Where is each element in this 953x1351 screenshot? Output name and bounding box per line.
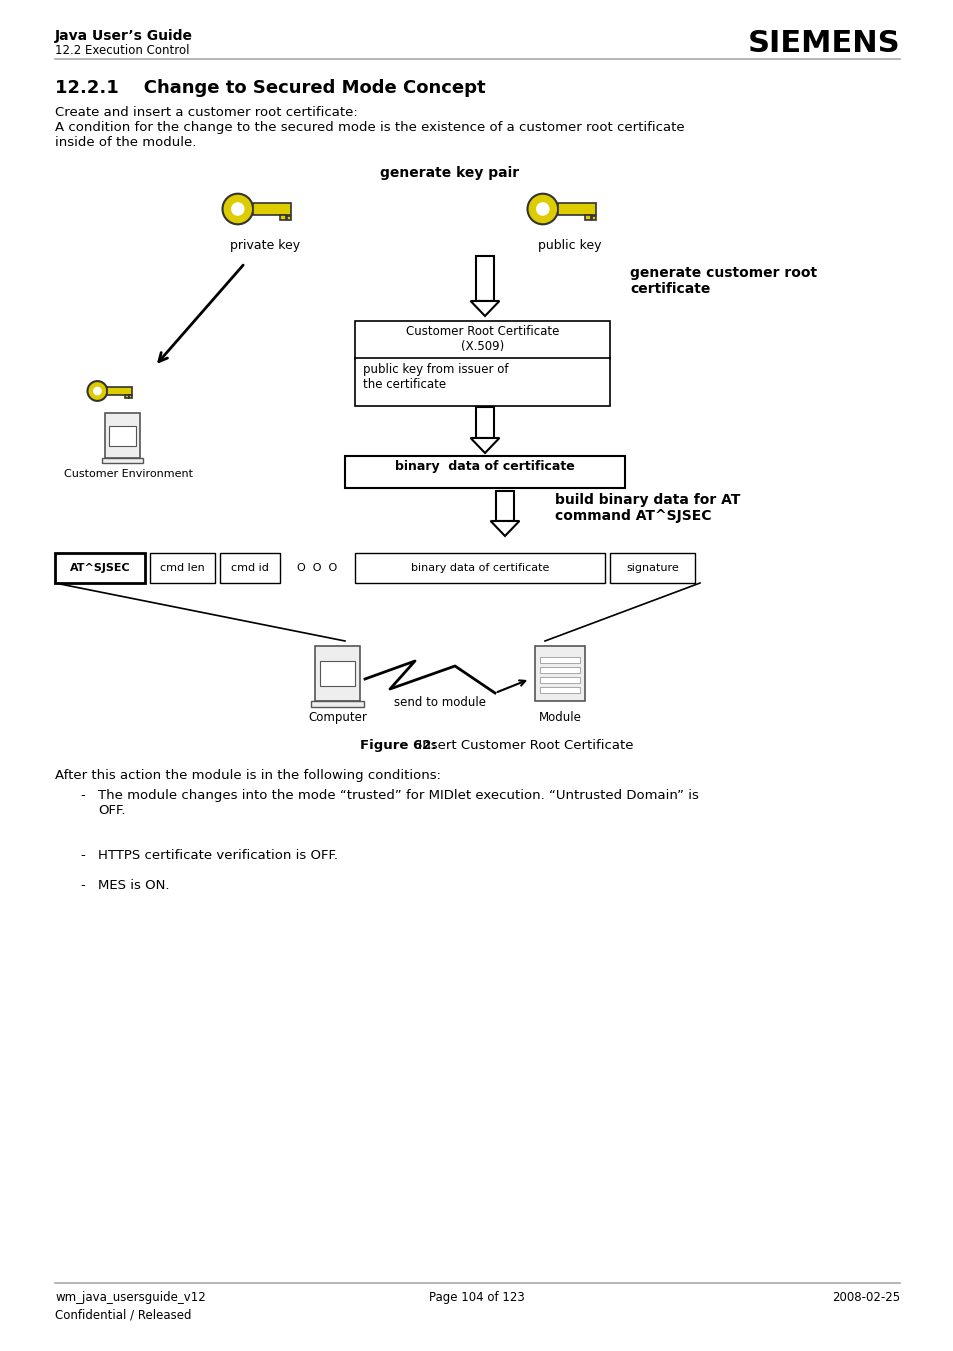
FancyBboxPatch shape <box>609 553 695 584</box>
Text: Customer Environment: Customer Environment <box>64 469 193 480</box>
Text: 12.2.1    Change to Secured Mode Concept: 12.2.1 Change to Secured Mode Concept <box>55 78 485 97</box>
FancyBboxPatch shape <box>476 255 494 301</box>
Text: Java User’s Guide: Java User’s Guide <box>55 28 193 43</box>
FancyBboxPatch shape <box>319 661 355 686</box>
Text: Customer Root Certificate
(X.509): Customer Root Certificate (X.509) <box>405 326 558 353</box>
Circle shape <box>92 386 102 396</box>
FancyBboxPatch shape <box>130 396 132 399</box>
FancyBboxPatch shape <box>220 553 280 584</box>
Text: AT^SJSEC: AT^SJSEC <box>70 563 131 573</box>
FancyBboxPatch shape <box>558 204 596 215</box>
Circle shape <box>536 203 549 216</box>
Circle shape <box>88 381 107 401</box>
Text: 12.2 Execution Control: 12.2 Execution Control <box>55 45 190 57</box>
Text: MES is ON.: MES is ON. <box>98 880 170 892</box>
FancyBboxPatch shape <box>585 215 591 220</box>
Polygon shape <box>490 521 518 536</box>
Text: public key from issuer of
the certificate: public key from issuer of the certificat… <box>363 363 508 390</box>
Text: Computer: Computer <box>308 711 367 724</box>
FancyBboxPatch shape <box>539 657 579 663</box>
FancyBboxPatch shape <box>355 322 609 359</box>
Text: signature: signature <box>625 563 679 573</box>
FancyBboxPatch shape <box>496 490 514 521</box>
FancyBboxPatch shape <box>287 216 291 220</box>
Text: Page 104 of 123: Page 104 of 123 <box>429 1292 524 1304</box>
FancyBboxPatch shape <box>55 553 145 584</box>
FancyBboxPatch shape <box>253 204 291 215</box>
Text: build binary data for AT
command AT^SJSEC: build binary data for AT command AT^SJSE… <box>555 493 740 523</box>
FancyBboxPatch shape <box>539 667 579 673</box>
Text: private key: private key <box>230 239 300 253</box>
Text: generate customer root
certificate: generate customer root certificate <box>629 266 817 296</box>
FancyBboxPatch shape <box>105 413 140 458</box>
FancyBboxPatch shape <box>355 358 609 407</box>
FancyBboxPatch shape <box>280 215 286 220</box>
Text: Confidential / Released: Confidential / Released <box>55 1309 192 1323</box>
Text: 2008-02-25: 2008-02-25 <box>831 1292 899 1304</box>
FancyBboxPatch shape <box>592 216 596 220</box>
Text: A condition for the change to the secured mode is the existence of a customer ro: A condition for the change to the secure… <box>55 122 684 149</box>
FancyBboxPatch shape <box>311 701 364 707</box>
Text: The module changes into the mode “trusted” for MIDlet execution. “Untrusted Doma: The module changes into the mode “truste… <box>98 789 699 817</box>
Text: O  O  O: O O O <box>297 563 337 573</box>
Text: send to module: send to module <box>394 696 485 709</box>
Text: SIEMENS: SIEMENS <box>746 28 899 58</box>
FancyBboxPatch shape <box>150 553 214 584</box>
Text: Insert Customer Root Certificate: Insert Customer Root Certificate <box>410 739 633 753</box>
Text: binary data of certificate: binary data of certificate <box>411 563 549 573</box>
FancyBboxPatch shape <box>355 553 604 584</box>
Text: generate key pair: generate key pair <box>380 166 519 180</box>
FancyBboxPatch shape <box>535 646 584 701</box>
Circle shape <box>222 193 253 224</box>
FancyBboxPatch shape <box>107 388 132 394</box>
Text: -: - <box>80 880 85 892</box>
FancyBboxPatch shape <box>109 426 136 446</box>
Text: cmd len: cmd len <box>160 563 205 573</box>
FancyBboxPatch shape <box>102 458 143 463</box>
FancyBboxPatch shape <box>125 394 129 399</box>
Text: Module: Module <box>538 711 580 724</box>
FancyBboxPatch shape <box>476 407 494 438</box>
FancyBboxPatch shape <box>345 457 624 488</box>
Circle shape <box>527 193 558 224</box>
Text: public key: public key <box>537 239 601 253</box>
FancyBboxPatch shape <box>539 677 579 684</box>
FancyBboxPatch shape <box>314 646 359 701</box>
Text: Figure 62:: Figure 62: <box>359 739 436 753</box>
Text: wm_java_usersguide_v12: wm_java_usersguide_v12 <box>55 1292 206 1304</box>
Text: cmd id: cmd id <box>231 563 269 573</box>
Polygon shape <box>470 301 498 316</box>
FancyBboxPatch shape <box>539 688 579 693</box>
Polygon shape <box>470 438 498 453</box>
Circle shape <box>231 203 244 216</box>
Text: -: - <box>80 789 85 802</box>
Text: Create and insert a customer root certificate:: Create and insert a customer root certif… <box>55 105 357 119</box>
Text: HTTPS certificate verification is OFF.: HTTPS certificate verification is OFF. <box>98 848 337 862</box>
Text: After this action the module is in the following conditions:: After this action the module is in the f… <box>55 769 440 782</box>
Text: -: - <box>80 848 85 862</box>
Text: binary  data of certificate: binary data of certificate <box>395 459 575 473</box>
